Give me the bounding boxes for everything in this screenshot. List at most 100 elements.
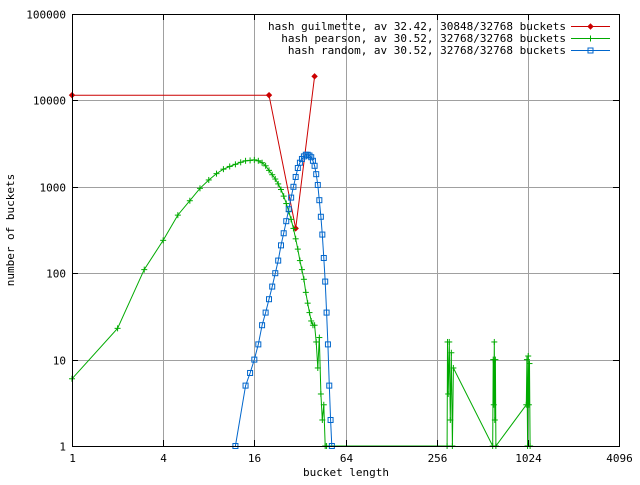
x-tick-label: 4096 [606, 452, 633, 465]
series-layer [68, 73, 534, 449]
data-point [302, 289, 309, 296]
x-tick-label: 256 [428, 452, 448, 465]
data-point [294, 246, 301, 253]
data-point [448, 349, 455, 356]
data-point [186, 197, 193, 204]
data-point [327, 416, 334, 423]
data-point [311, 322, 318, 329]
data-point [587, 23, 594, 30]
data-point [288, 194, 295, 201]
data-point [446, 338, 453, 345]
data-point [314, 181, 321, 188]
data-point [262, 162, 269, 169]
data-point [259, 159, 266, 166]
grid [72, 14, 619, 446]
data-point [491, 416, 498, 423]
data-point [226, 163, 233, 170]
data-point [313, 171, 320, 178]
data-point [323, 309, 330, 316]
data-point [316, 334, 323, 341]
data-point [269, 283, 276, 290]
series-2 [69, 156, 534, 449]
x-tick-label: 16 [248, 452, 261, 465]
data-point [587, 47, 594, 54]
x-axis-label: bucket length [303, 466, 389, 479]
data-point [316, 197, 323, 204]
y-tick-label: 100000 [26, 9, 66, 22]
data-point [445, 390, 452, 397]
data-point [300, 153, 307, 160]
y-tick-label: 10 [53, 355, 66, 368]
series-line [234, 154, 333, 447]
data-point [525, 353, 532, 360]
data-point [317, 213, 324, 220]
data-point [272, 270, 279, 277]
data-point [306, 309, 313, 316]
data-point [272, 176, 279, 183]
series-3 [232, 151, 335, 449]
data-point [114, 325, 121, 332]
data-point [492, 356, 499, 363]
data-point [269, 171, 276, 178]
data-point [324, 341, 331, 348]
data-point [296, 257, 303, 264]
data-point [213, 170, 220, 177]
series-line [71, 159, 531, 448]
data-point [526, 360, 533, 367]
data-point [306, 152, 313, 159]
legend-label: hash pearson, av 30.52, 32768/32768 buck… [281, 32, 566, 45]
data-point [220, 166, 227, 173]
data-point [491, 338, 498, 345]
x-tick-label: 64 [340, 452, 354, 465]
y-axis-label: number of buckets [4, 174, 17, 287]
data-point [242, 382, 249, 389]
data-point [259, 322, 266, 329]
data-point [283, 200, 290, 207]
y-tick-label: 10000 [33, 95, 66, 108]
x-tick-label: 4 [160, 452, 167, 465]
data-point [280, 193, 287, 200]
data-point [251, 156, 258, 163]
data-point [300, 276, 307, 283]
data-point [319, 231, 326, 238]
data-point [277, 242, 284, 249]
data-point [237, 159, 244, 166]
data-point [326, 382, 333, 389]
data-point [322, 278, 329, 285]
y-tick-label: 100 [46, 268, 66, 281]
data-point [311, 162, 318, 169]
data-point [523, 356, 530, 363]
data-point [266, 167, 273, 174]
data-point [450, 364, 457, 371]
data-point [290, 225, 297, 232]
data-point [490, 401, 497, 408]
data-point [308, 154, 315, 161]
legend-label: hash random, av 30.52, 32768/32768 bucke… [288, 44, 566, 57]
data-point [320, 401, 327, 408]
data-point [232, 161, 239, 168]
data-point [255, 157, 262, 164]
data-point [160, 237, 167, 244]
data-point [265, 91, 273, 99]
y-tick-label: 1 [59, 441, 66, 454]
data-point [196, 185, 203, 192]
data-point [277, 186, 284, 193]
legend: hash guilmette, av 32.42, 30848/32768 bu… [268, 20, 610, 57]
series-line [72, 76, 316, 229]
data-point [275, 180, 282, 187]
series-1 [68, 73, 318, 232]
data-point [280, 230, 287, 237]
data-point [247, 369, 254, 376]
data-point [255, 341, 262, 348]
data-point [308, 317, 315, 324]
data-point [587, 35, 594, 42]
data-point [313, 338, 320, 345]
data-point [314, 364, 321, 371]
data-point [317, 390, 324, 397]
data-point [251, 356, 258, 363]
data-point [304, 300, 311, 307]
data-point [447, 416, 454, 423]
data-point [266, 296, 273, 303]
legend-label: hash guilmette, av 32.42, 30848/32768 bu… [268, 20, 566, 33]
